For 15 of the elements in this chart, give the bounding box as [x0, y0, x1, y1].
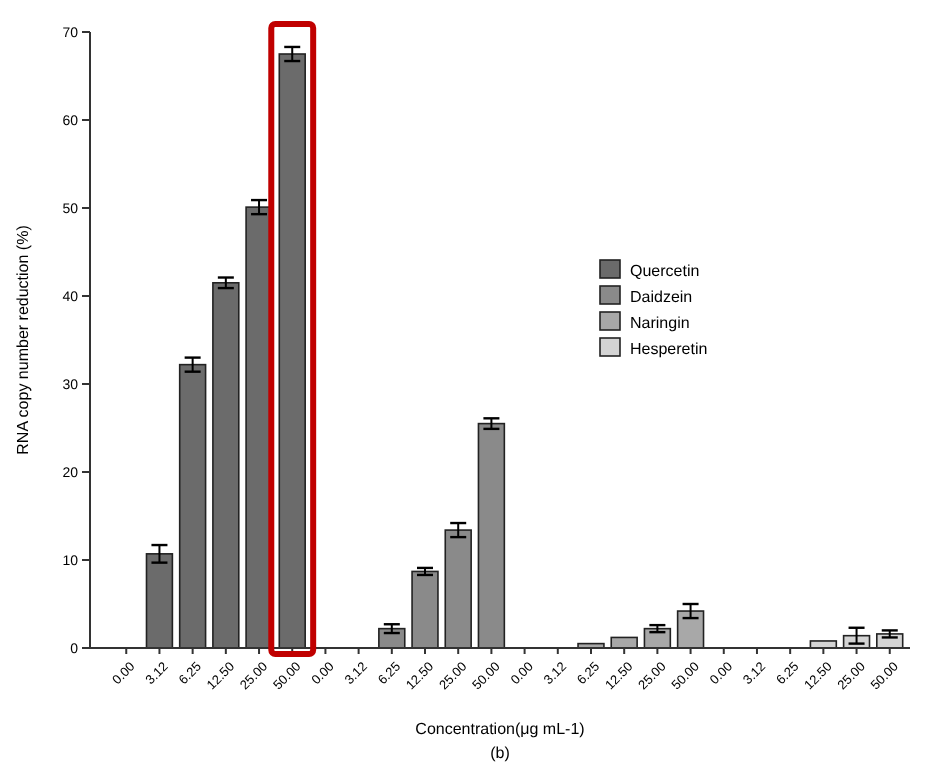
legend-label: Naringin: [630, 313, 690, 332]
y-axis-title: RNA copy number reduction (%): [14, 224, 32, 455]
text: (b): [490, 744, 511, 762]
legend-label: Hesperetin: [630, 339, 708, 358]
bar: [178, 363, 207, 649]
bar: [477, 422, 506, 649]
x-axis-title: Concentration(μg mL-1): [415, 720, 586, 738]
bar: [278, 53, 306, 649]
legend-label: Quercetin: [630, 261, 700, 280]
bar: [411, 570, 439, 649]
bar: [676, 610, 705, 649]
legend-label: Daidzein: [630, 287, 693, 306]
bar: [212, 282, 240, 649]
bar: [444, 529, 472, 649]
bar: [145, 553, 174, 649]
